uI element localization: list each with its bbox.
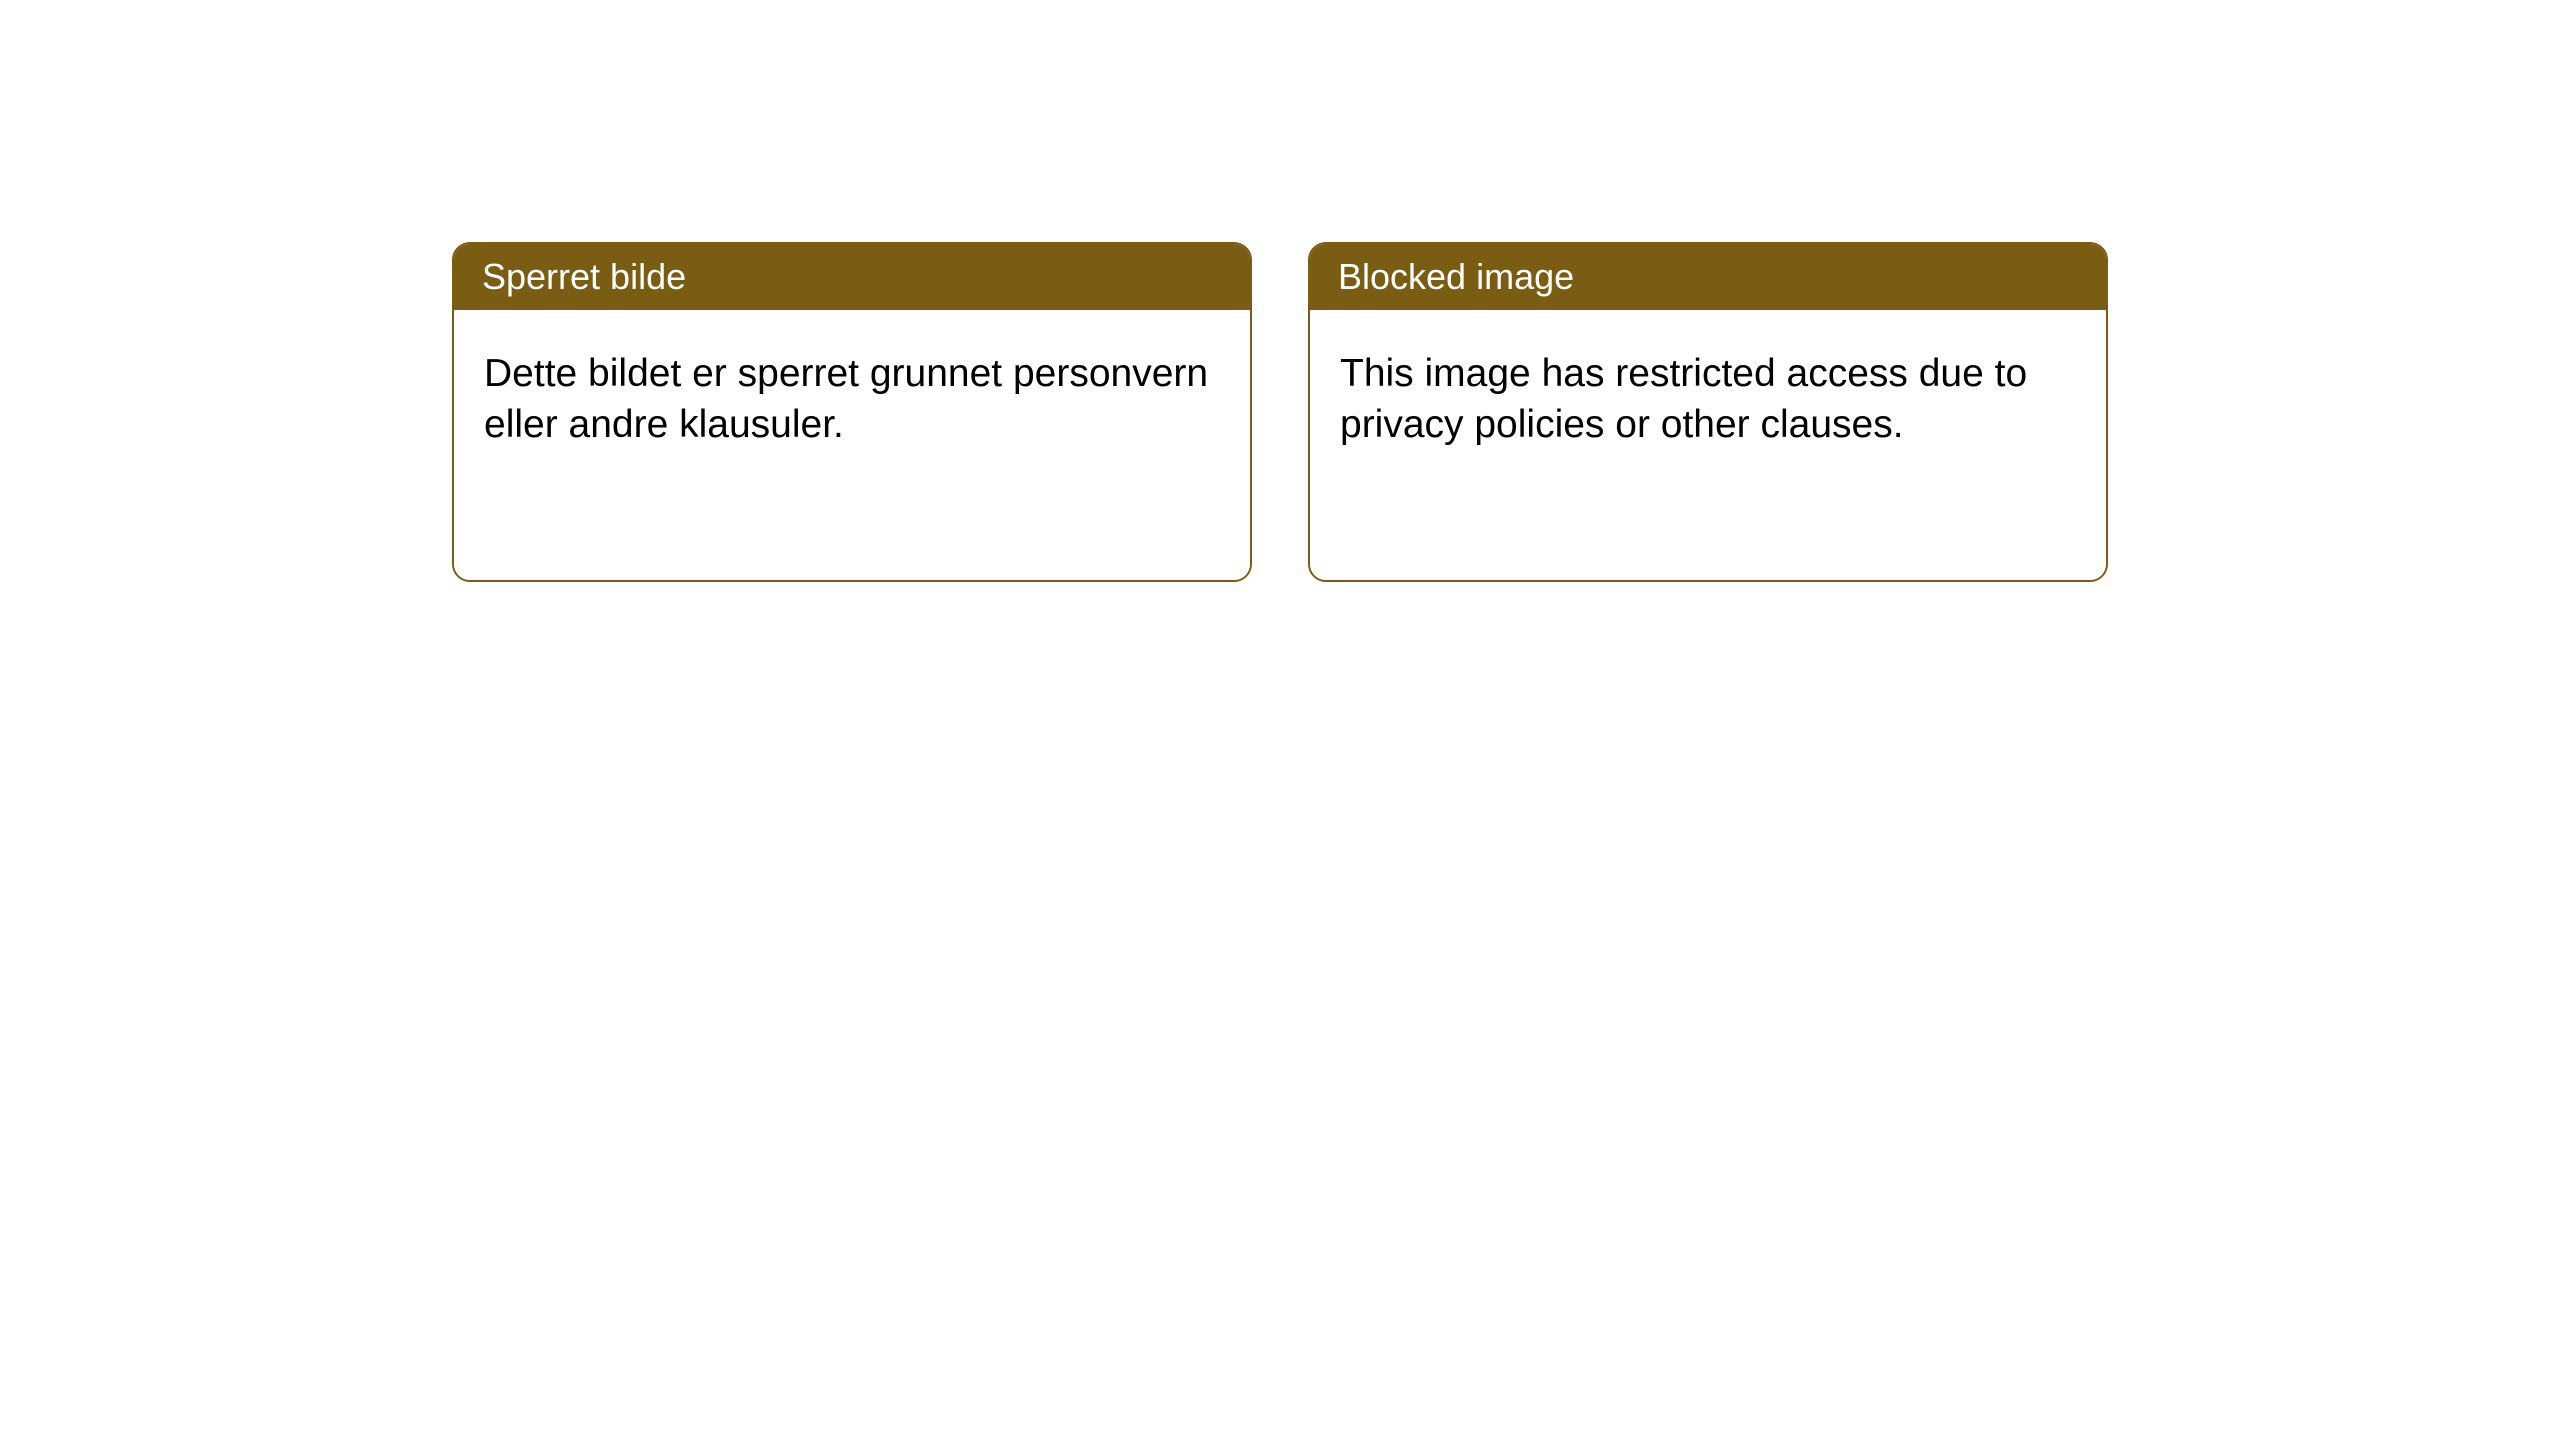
card-body-norwegian: Dette bildet er sperret grunnet personve… — [454, 310, 1250, 580]
card-header-norwegian: Sperret bilde — [454, 244, 1250, 310]
card-body-english: This image has restricted access due to … — [1310, 310, 2106, 580]
notice-container: Sperret bilde Dette bildet er sperret gr… — [0, 0, 2560, 582]
notice-card-english: Blocked image This image has restricted … — [1308, 242, 2108, 582]
card-header-english: Blocked image — [1310, 244, 2106, 310]
notice-card-norwegian: Sperret bilde Dette bildet er sperret gr… — [452, 242, 1252, 582]
